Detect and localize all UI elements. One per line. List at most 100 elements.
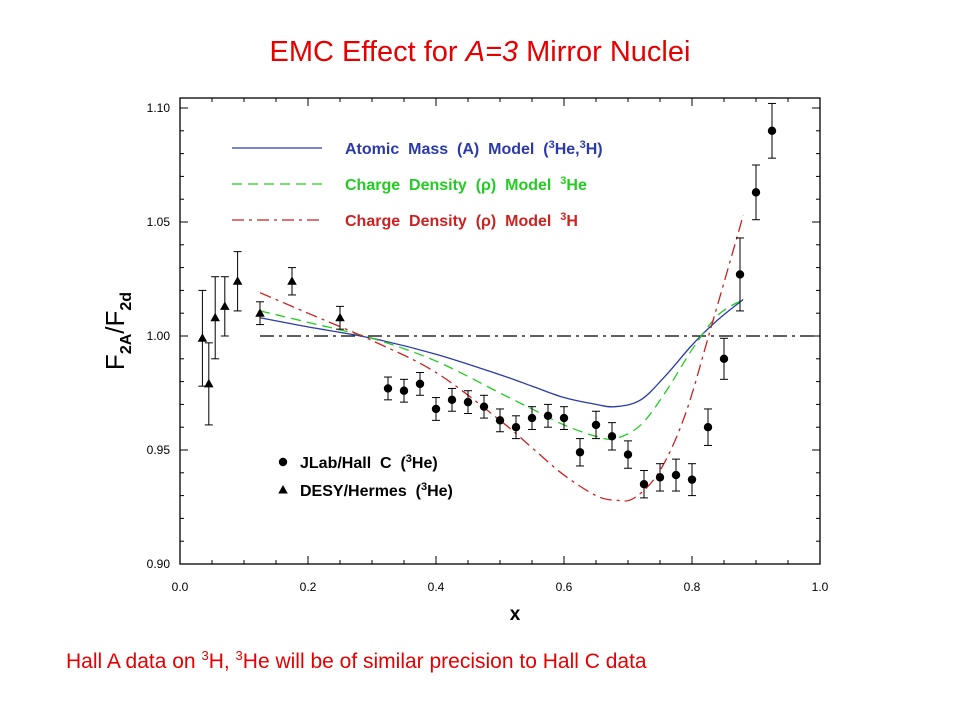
legend-text-main: Charge Density (ρ) Model: [345, 177, 560, 194]
y-tick-label: 0.95: [147, 443, 171, 457]
legend-text-sup: 3: [406, 453, 412, 465]
circle-marker: [511, 423, 521, 432]
circle-marker: [415, 379, 425, 389]
y-tick-label: 1.05: [147, 215, 171, 229]
desy-data-point: [220, 276, 230, 337]
legend-text-rho_he: Charge Density (ρ) Model 3He: [345, 175, 587, 194]
circle-marker: [591, 420, 601, 430]
legend-text-main: Atomic Mass (A) Model (: [345, 141, 549, 158]
desy-data-point: [210, 276, 220, 360]
legend-text-mid: H: [566, 213, 578, 230]
jlab-data-point: [767, 102, 777, 159]
circle-marker: [655, 473, 665, 482]
circle-marker: [639, 480, 649, 489]
jlab-data-point: [431, 397, 441, 421]
circle-marker: [719, 354, 729, 363]
slide-title-suffix: Mirror Nuclei: [518, 36, 691, 68]
legend-triangle-marker: [278, 485, 288, 494]
legend-text-mid: He,: [555, 141, 580, 158]
jlab-data-point: [639, 470, 649, 499]
triangle-marker: [255, 308, 265, 317]
circle-marker: [431, 404, 441, 414]
jlab-data-point: [623, 440, 633, 469]
triangle-marker: [335, 312, 345, 322]
circle-marker: [463, 397, 473, 407]
circle-marker: [751, 188, 761, 197]
circle-marker: [495, 416, 505, 425]
circle-marker: [527, 413, 537, 423]
x-tick-label: 0.2: [300, 580, 317, 594]
desy-data-point: [204, 342, 214, 426]
legend-text-jlab: JLab/Hall C (3He): [300, 453, 438, 472]
x-axis-label: x: [510, 604, 521, 625]
circle-marker: [559, 413, 569, 423]
slide-title: EMC Effect for A=3 Mirror Nuclei: [0, 36, 960, 69]
x-tick-label: 0.8: [684, 580, 701, 594]
footnote-part-b: H,: [208, 650, 236, 673]
y-tick-label: 1.10: [147, 101, 171, 115]
legend-text-end: H): [586, 141, 603, 158]
footnote-sup-2: 3: [235, 648, 243, 663]
y-axis-label-f2: /F: [100, 311, 130, 334]
jlab-data-point: [415, 371, 425, 396]
x-tick-label: 0.6: [556, 580, 573, 594]
y-tick-label: 1.00: [147, 329, 171, 343]
jlab-data-point: [607, 422, 617, 451]
footnote-part-a: Hall A data on: [66, 650, 202, 673]
jlab-data-point: [495, 408, 505, 433]
legend-text-sup: 3: [549, 139, 555, 151]
y-axis-label-f1: F: [100, 354, 130, 370]
triangle-marker: [232, 276, 243, 285]
x-tick-label: 0.4: [428, 580, 445, 594]
circle-marker: [543, 411, 553, 420]
legend-text-atomic: Atomic Mass (A) Model (3He,3H): [345, 139, 603, 158]
legend-circle-marker: [278, 457, 288, 467]
circle-marker: [767, 126, 777, 135]
legend-text-desy: DESY/Hermes (3He): [300, 481, 453, 500]
x-tick-label: 0.0: [172, 580, 189, 594]
footnote: Hall A data on 3H, 3He will be of simila…: [66, 648, 647, 674]
legend-text-end: He): [412, 455, 438, 472]
legend-text-rho_h: Charge Density (ρ) Model 3H: [345, 211, 578, 230]
desy-data-point: [255, 301, 265, 326]
jlab-data-point: [527, 406, 537, 430]
jlab-data-point: [687, 463, 697, 497]
desy-data-point: [287, 267, 297, 296]
jlab-data-point: [559, 406, 569, 430]
desy-data-point: [335, 305, 345, 330]
triangle-marker: [220, 301, 230, 310]
jlab-data-point: [463, 390, 473, 415]
circle-marker: [399, 386, 409, 395]
slide-title-prefix: EMC Effect for: [269, 36, 466, 68]
footnote-sup-1: 3: [201, 648, 209, 663]
jlab-data-point: [399, 378, 409, 403]
circle-marker: [671, 470, 681, 480]
desy-data-point: [232, 251, 243, 312]
slide-title-italic: A=3: [465, 36, 519, 68]
circle-marker: [575, 448, 585, 457]
y-tick-label: 0.90: [147, 557, 171, 571]
legend-text-sup: 3: [560, 175, 566, 187]
footnote-part-c: He will be of similar precision to Hall …: [242, 650, 647, 673]
jlab-data-point: [447, 387, 457, 412]
legend-text-sup: 3: [421, 481, 427, 493]
legend-text-main: DESY/Hermes (: [300, 483, 422, 500]
jlab-data-point: [703, 408, 713, 446]
legend-text-main: JLab/Hall C (: [300, 455, 406, 472]
jlab-data-point: [655, 463, 665, 492]
jlab-data-point: [671, 458, 681, 492]
triangle-marker: [197, 333, 208, 342]
circle-marker: [479, 402, 489, 411]
triangle-marker: [204, 378, 214, 388]
legend-text-sup: 3: [580, 139, 586, 151]
model-curve-dashed: [259, 298, 744, 441]
jlab-data-point: [575, 438, 585, 467]
circle-marker: [447, 395, 457, 405]
legend-text-mid: He: [566, 177, 587, 194]
y-axis-label-sub1: 2A: [118, 333, 135, 354]
legend-text-main: Charge Density (ρ) Model: [345, 213, 560, 230]
jlab-data-point: [591, 410, 601, 440]
legend-text-end: He): [427, 483, 453, 500]
circle-marker: [687, 475, 697, 484]
triangle-marker: [210, 312, 220, 322]
